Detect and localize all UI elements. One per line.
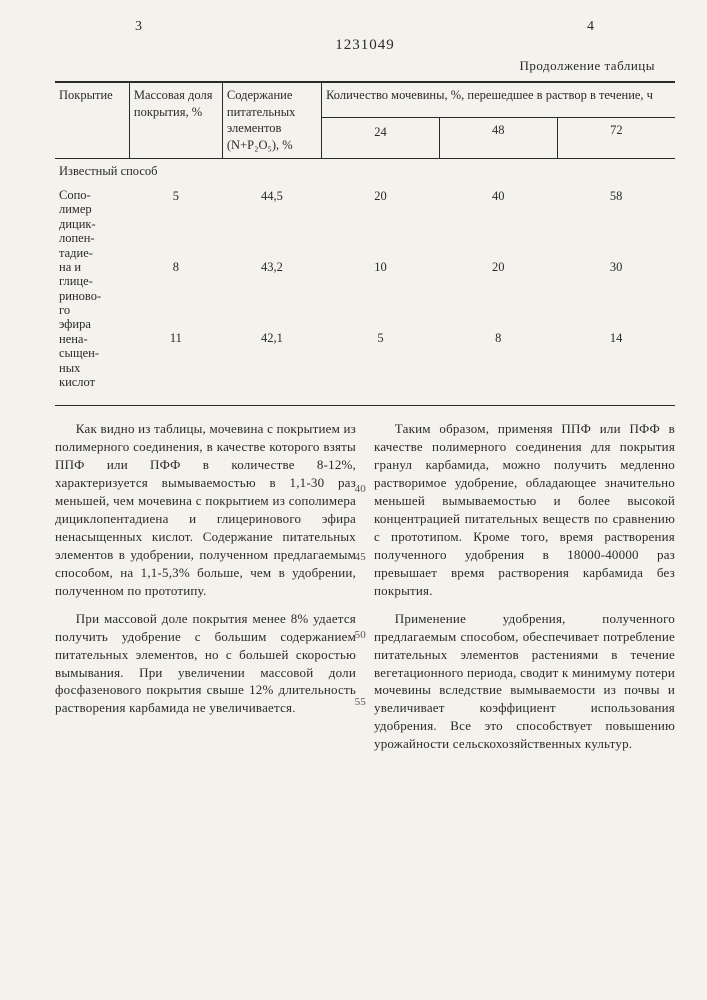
lineno-50: 50 — [352, 628, 366, 643]
table-subheader-72: 72 — [557, 118, 675, 159]
page: 3 4 1231049 Продолжение таблицы Покрытие… — [0, 0, 707, 783]
cell-r1-c5: 40 — [439, 184, 557, 255]
document-number: 1231049 — [55, 35, 675, 55]
table-continuation-label: Продолжение таблицы — [55, 57, 655, 75]
body-col-left: Как видно из таблицы, мочевина с покрыти… — [55, 420, 356, 763]
body-col-right: Таким образом, применяя ППФ или ПФФ в ка… — [374, 420, 675, 763]
table-bottom-rule — [55, 405, 675, 406]
coating-name-cell: Сопо-лимердицик-лопен-тадие-на иглице-ри… — [55, 184, 129, 397]
table-subheader-48: 48 — [439, 118, 557, 159]
cell-r2-c4: 10 — [322, 255, 440, 326]
cell-r2-c6: 30 — [557, 255, 675, 326]
cell-r3-c2: 11 — [129, 326, 222, 397]
cell-r1-c6: 58 — [557, 184, 675, 255]
cell-r2-c2: 8 — [129, 255, 222, 326]
table-header-col2: Массовая доля покрытия, % — [129, 82, 222, 159]
cell-r2-c3: 43,2 — [222, 255, 321, 326]
cell-r3-c6: 14 — [557, 326, 675, 397]
table-header-col4-group: Количество мочевины, %, перешедшее в рас… — [322, 82, 675, 118]
cell-r3-c3: 42,1 — [222, 326, 321, 397]
cell-r3-c5: 8 — [439, 326, 557, 397]
data-table: Покрытие Массовая доля покрытия, % Содер… — [55, 81, 675, 398]
lineno-45: 45 — [352, 550, 366, 565]
para-l2: При массовой доле покрытия менее 8% удае… — [55, 610, 356, 718]
cell-r3-c4: 5 — [322, 326, 440, 397]
cell-r1-c3: 44,5 — [222, 184, 321, 255]
cell-r1-c2: 5 — [129, 184, 222, 255]
para-r1: Таким образом, применяя ППФ или ПФФ в ка… — [374, 420, 675, 599]
cell-r2-c5: 20 — [439, 255, 557, 326]
known-method-label: Известный способ — [55, 159, 675, 184]
table-subheader-24: 24 — [322, 118, 440, 159]
body-columns: Как видно из таблицы, мочевина с покрыти… — [55, 420, 675, 763]
table-header-col1: Покрытие — [55, 82, 129, 159]
para-l1: Как видно из таблицы, мочевина с покрыти… — [55, 420, 356, 599]
lineno-40: 40 — [352, 482, 366, 497]
page-num-right: 4 — [587, 18, 595, 37]
para-r2: Применение удобрения, полученного предла… — [374, 610, 675, 754]
page-num-left: 3 — [135, 18, 143, 37]
lineno-55: 55 — [352, 695, 366, 710]
table-header-col3: Содержание питательных элементов (N+P₂O₅… — [222, 82, 321, 159]
cell-r1-c4: 20 — [322, 184, 440, 255]
